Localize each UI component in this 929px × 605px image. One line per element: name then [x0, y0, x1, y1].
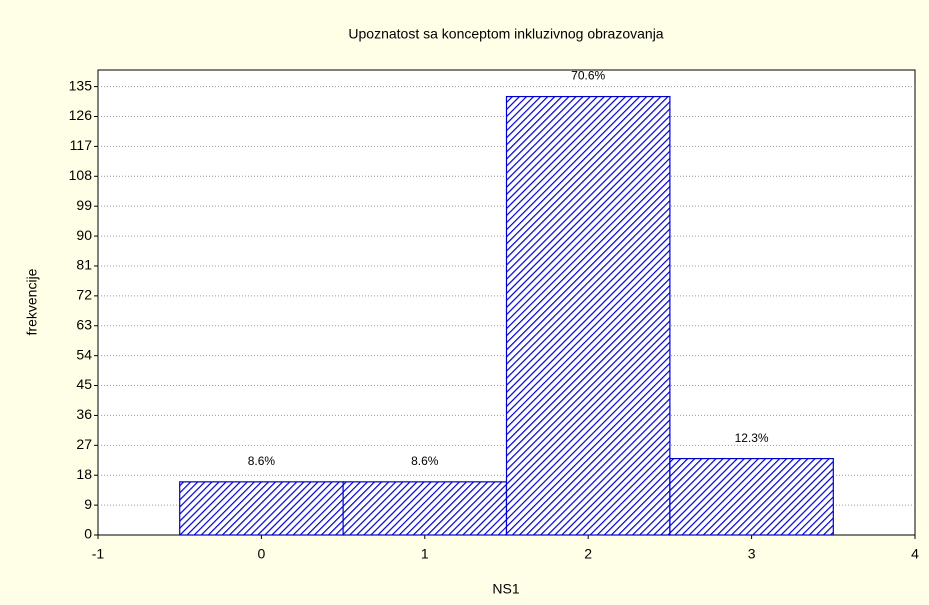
- x-tick-label: 3: [748, 546, 756, 562]
- bar: [669, 458, 834, 536]
- chart-title: Upoznatost sa konceptom inkluzivnog obra…: [348, 26, 663, 42]
- bar: [505, 95, 671, 536]
- x-axis-label: NS1: [492, 581, 519, 597]
- y-tick-label: 54: [76, 346, 92, 362]
- y-tick-label: 27: [76, 436, 92, 452]
- y-tick-label: 126: [69, 107, 93, 123]
- x-tick-label: -1: [92, 546, 105, 562]
- y-tick-label: 9: [84, 496, 92, 512]
- y-axis-label: frekvencije: [24, 268, 40, 335]
- y-tick-label: 81: [76, 257, 92, 273]
- y-tick-label: 18: [76, 466, 92, 482]
- bar: [179, 481, 344, 536]
- x-tick-label: 4: [911, 546, 919, 562]
- y-tick-label: 63: [76, 316, 92, 332]
- y-tick-label: 45: [76, 376, 92, 392]
- y-tick-label: 0: [84, 526, 92, 542]
- y-tick-label: 90: [76, 227, 92, 243]
- x-tick-label: 0: [258, 546, 266, 562]
- x-tick-label: 2: [584, 546, 592, 562]
- data-label: 12.3%: [735, 431, 769, 445]
- y-tick-label: 99: [76, 197, 92, 213]
- y-tick-label: 117: [70, 137, 93, 153]
- y-tick-label: 72: [76, 287, 92, 303]
- bar: [342, 481, 508, 536]
- x-tick-label: 1: [421, 546, 429, 562]
- data-label: 8.6%: [248, 454, 276, 468]
- y-tick-label: 108: [69, 167, 93, 183]
- data-label: 8.6%: [411, 454, 439, 468]
- y-tick-label: 135: [69, 77, 93, 93]
- data-label: 70.6%: [571, 69, 605, 83]
- y-tick-label: 36: [76, 406, 92, 422]
